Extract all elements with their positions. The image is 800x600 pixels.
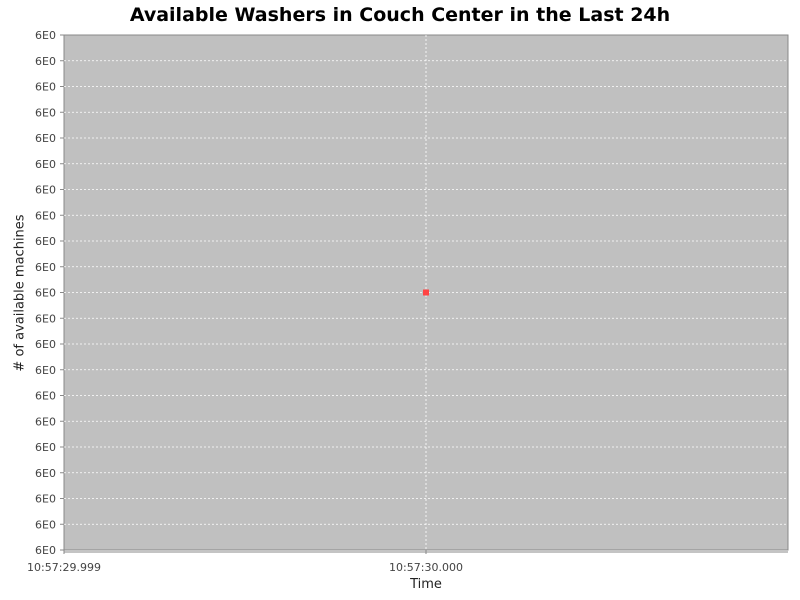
data-point bbox=[423, 289, 429, 296]
y-tick-label: 6E0 bbox=[35, 184, 56, 197]
y-tick-label: 6E0 bbox=[35, 518, 56, 531]
y-tick-label: 6E0 bbox=[35, 81, 56, 94]
x-tick-label: 10:57:29.999 bbox=[27, 561, 101, 574]
y-tick-label: 6E0 bbox=[35, 209, 56, 222]
y-tick-label: 6E0 bbox=[35, 132, 56, 145]
x-axis-label: Time bbox=[410, 577, 442, 592]
y-tick-label: 6E0 bbox=[35, 235, 56, 248]
y-tick-label: 6E0 bbox=[35, 29, 56, 42]
y-tick-label: 6E0 bbox=[35, 312, 56, 325]
y-tick-label: 6E0 bbox=[35, 364, 56, 377]
chart-title: Available Washers in Couch Center in the… bbox=[129, 4, 671, 26]
x-tick-label: 10:57:30.000 bbox=[389, 561, 463, 574]
y-tick-label: 6E0 bbox=[35, 390, 56, 403]
y-tick-label: 6E0 bbox=[35, 55, 56, 68]
y-tick-label: 6E0 bbox=[35, 287, 56, 300]
y-tick-label: 6E0 bbox=[35, 261, 56, 274]
y-tick-label: 6E0 bbox=[35, 441, 56, 454]
y-tick-label: 6E0 bbox=[35, 467, 56, 480]
y-tick-label: 6E0 bbox=[35, 493, 56, 506]
y-tick-label: 6E0 bbox=[35, 415, 56, 428]
y-tick-label: 6E0 bbox=[35, 158, 56, 171]
y-tick-label: 6E0 bbox=[35, 338, 56, 351]
y-tick-label: 6E0 bbox=[35, 106, 56, 119]
y-tick-label: 6E0 bbox=[35, 544, 56, 557]
